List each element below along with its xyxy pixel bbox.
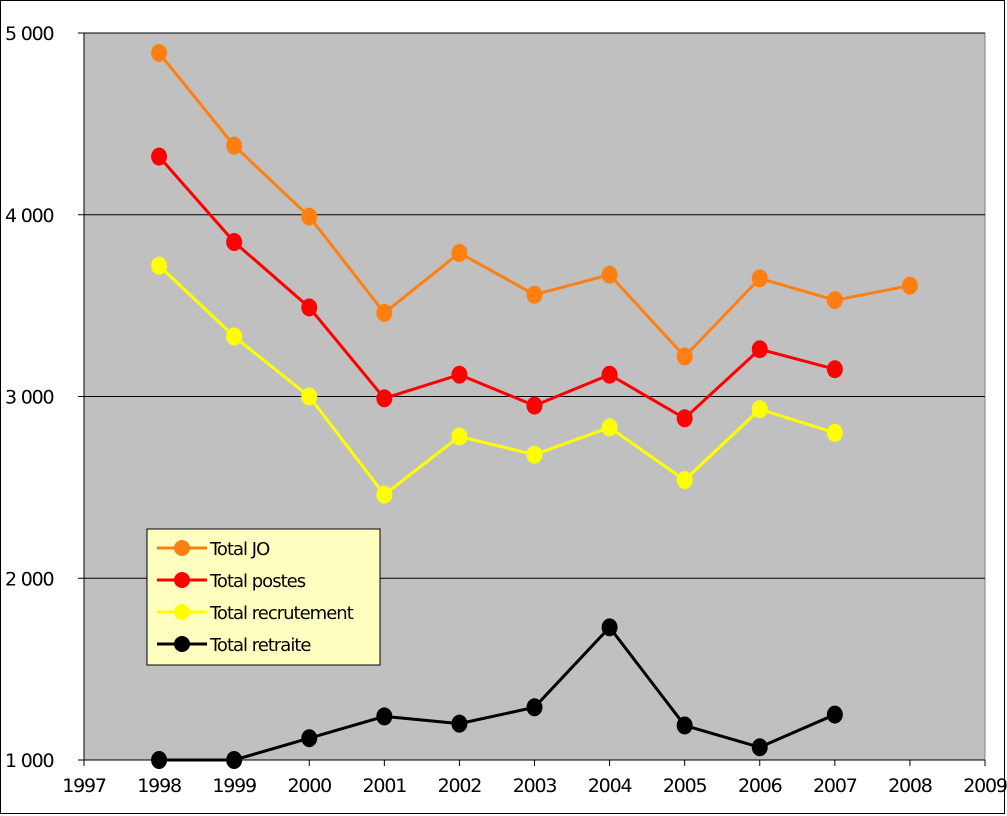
x-tick-label: 1998 xyxy=(137,775,181,797)
legend-entry: Total retraite xyxy=(157,635,312,656)
legend-swatch-marker xyxy=(174,636,190,652)
x-tick-label: 1997 xyxy=(62,775,106,797)
data-point xyxy=(301,207,318,226)
data-point xyxy=(451,714,468,733)
data-point xyxy=(826,423,843,442)
data-point xyxy=(826,360,843,379)
data-point xyxy=(301,298,318,317)
y-tick-label: 1 000 xyxy=(5,750,54,772)
series-total-jo xyxy=(151,43,918,366)
data-point xyxy=(226,327,243,346)
data-point xyxy=(151,43,168,62)
data-point xyxy=(676,471,693,490)
data-point xyxy=(751,400,768,419)
data-point xyxy=(601,365,618,384)
data-point xyxy=(376,485,393,504)
x-tick-label: 2009 xyxy=(963,775,1007,797)
data-point xyxy=(226,751,243,769)
series-total-recrutement xyxy=(151,256,843,504)
data-point xyxy=(451,365,468,384)
x-tick-label: 1999 xyxy=(212,775,256,797)
data-point xyxy=(526,445,543,464)
data-point xyxy=(751,340,768,359)
legend-label: Total JO xyxy=(209,539,270,560)
y-tick-label: 3 000 xyxy=(5,387,54,409)
data-point xyxy=(751,269,768,288)
data-point xyxy=(376,389,393,408)
data-point xyxy=(526,698,543,717)
x-tick-label: 2002 xyxy=(438,775,482,797)
data-point xyxy=(226,233,243,252)
legend-label: Total retraite xyxy=(209,635,311,656)
legend-label: Total postes xyxy=(209,571,306,592)
data-point xyxy=(376,707,393,726)
x-tick-label: 2007 xyxy=(813,775,857,797)
data-point xyxy=(151,256,168,275)
x-tick-label: 2004 xyxy=(588,775,633,797)
legend: Total JO Total postes Total recrutement Tot… xyxy=(146,528,381,666)
legend-entry: Total JO xyxy=(157,539,271,560)
y-tick-label: 5 000 xyxy=(5,23,54,45)
data-point xyxy=(151,751,168,769)
data-point xyxy=(151,147,168,166)
series-line xyxy=(159,625,836,762)
data-point xyxy=(826,291,843,310)
legend-label: Total recrutement xyxy=(209,603,354,624)
axes: 1 000 2 000 3 000 4 000 5 000 1997 1998 1999 200… xyxy=(5,23,1007,797)
x-tick-label: 2001 xyxy=(363,775,407,797)
series-line xyxy=(157,155,836,420)
legend-entry: Total postes xyxy=(157,571,307,592)
series-line xyxy=(158,264,836,497)
series-total-retraite xyxy=(151,618,843,769)
y-tick-label: 4 000 xyxy=(5,205,54,227)
data-point xyxy=(826,705,843,724)
data-point xyxy=(676,347,693,366)
data-point xyxy=(526,285,543,304)
data-point xyxy=(376,303,393,322)
x-tick-label: 2003 xyxy=(513,775,557,797)
data-point xyxy=(676,716,693,735)
data-point xyxy=(751,738,768,757)
x-tick-label: 2006 xyxy=(738,775,782,797)
data-point xyxy=(451,243,468,262)
data-point xyxy=(601,418,618,437)
y-tick-label: 2 000 xyxy=(5,568,54,590)
data-point xyxy=(301,729,318,748)
legend-swatch-marker xyxy=(174,604,190,620)
data-point xyxy=(226,136,243,155)
x-tick-label: 2005 xyxy=(663,775,707,797)
data-point xyxy=(901,276,918,295)
legend-entry: Total recrutement xyxy=(157,603,355,624)
legend-swatch-marker xyxy=(174,572,190,588)
x-tick-label: 2008 xyxy=(888,775,932,797)
legend-swatch-marker xyxy=(174,540,190,556)
data-point xyxy=(601,265,618,284)
series-group xyxy=(151,43,918,769)
data-point xyxy=(676,409,693,428)
data-point xyxy=(526,396,543,415)
series-total-postes xyxy=(151,147,843,428)
data-point xyxy=(301,387,318,406)
x-tick-label: 2000 xyxy=(287,775,331,797)
data-point xyxy=(601,618,618,637)
data-point xyxy=(451,427,468,446)
